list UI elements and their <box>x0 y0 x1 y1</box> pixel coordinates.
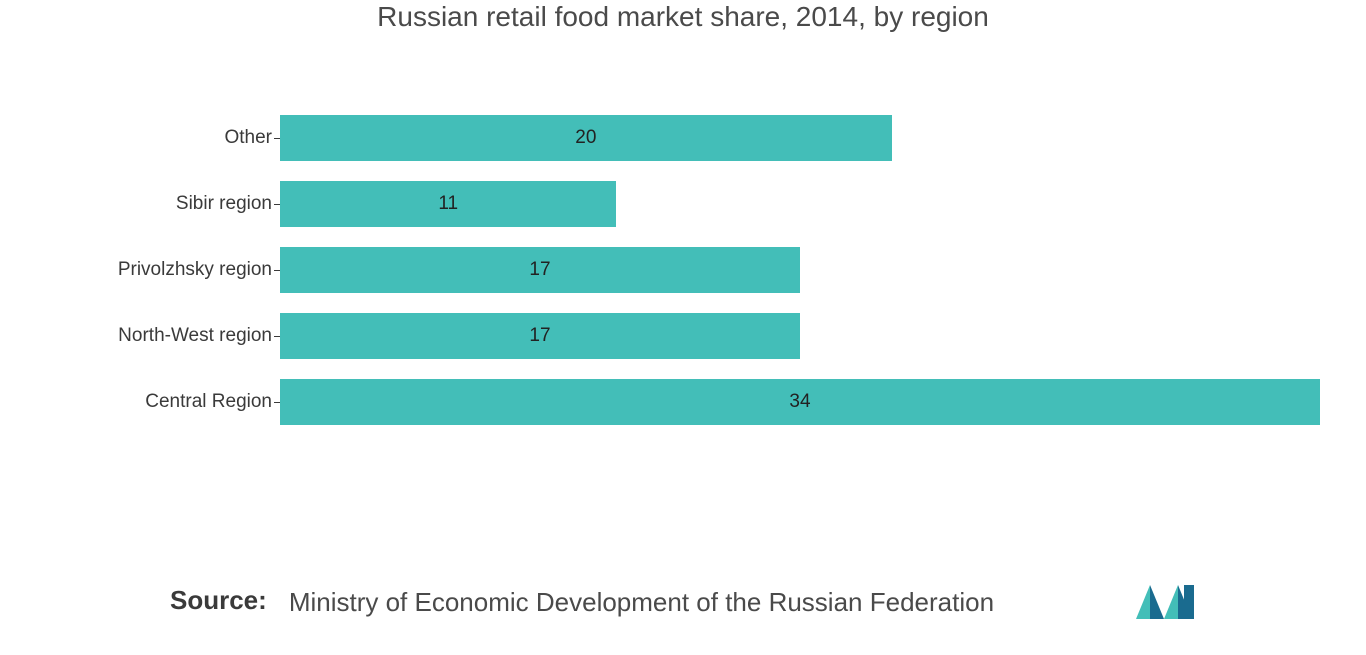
bar: 17 <box>280 313 800 359</box>
source-label: Source: <box>170 585 267 616</box>
source-text: Ministry of Economic Development of the … <box>289 585 994 620</box>
category-label: Sibir region <box>176 193 280 215</box>
chart-container: Russian retail food market share, 2014, … <box>0 0 1366 655</box>
category-label: Other <box>224 127 280 149</box>
bar-row: North-West region 17 <box>280 303 1320 369</box>
category-label: Privolzhsky region <box>118 259 280 281</box>
bar: 20 <box>280 115 892 161</box>
category-label: Central Region <box>145 391 280 413</box>
mi-logo-icon <box>1136 585 1196 619</box>
bar-row: Other 20 <box>280 105 1320 171</box>
bar-value: 17 <box>529 259 550 281</box>
bar-row: Sibir region 11 <box>280 171 1320 237</box>
bar-row: Central Region 34 <box>280 369 1320 435</box>
chart-title: Russian retail food market share, 2014, … <box>0 0 1366 34</box>
bar-value: 17 <box>529 325 550 347</box>
bar-value: 34 <box>789 391 810 413</box>
bar-row: Privolzhsky region 17 <box>280 237 1320 303</box>
bar: 17 <box>280 247 800 293</box>
bar: 34 <box>280 379 1320 425</box>
bar-value: 20 <box>575 127 596 149</box>
category-label: North-West region <box>118 325 280 347</box>
plot-area: Other 20 Sibir region 11 Privolzhsky reg… <box>280 105 1320 435</box>
bar: 11 <box>280 181 616 227</box>
bar-value: 11 <box>438 193 458 215</box>
